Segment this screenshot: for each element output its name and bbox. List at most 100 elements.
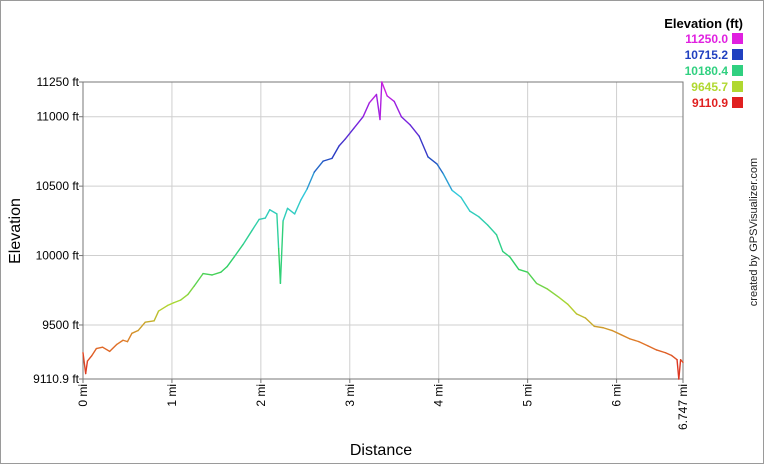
line-segment bbox=[322, 157, 333, 162]
x-tick-label: 6 mi bbox=[610, 384, 624, 407]
legend-value: 10715.2 bbox=[685, 48, 729, 62]
elevation-line bbox=[82, 81, 684, 380]
line-segment bbox=[379, 81, 383, 121]
x-tick-label: 5 mi bbox=[521, 384, 535, 407]
line-segment bbox=[116, 339, 124, 346]
legend: Elevation (ft) 11250.0 10715.2 10180.4 9645… bbox=[664, 16, 743, 110]
line-segment bbox=[362, 102, 371, 118]
line-segment bbox=[202, 272, 213, 276]
line-segment bbox=[469, 210, 480, 218]
credit-text: created by GPSVisualizer.com bbox=[748, 158, 760, 306]
line-segment bbox=[187, 285, 195, 296]
line-segment bbox=[409, 124, 420, 137]
y-axis-ticks: 9110.9 ft 9500 ft 10000 ft 10500 ft 11000 ft… bbox=[33, 75, 83, 386]
legend-swatch bbox=[732, 81, 743, 92]
line-segment bbox=[338, 138, 347, 147]
legend-swatch bbox=[732, 65, 743, 76]
line-segment bbox=[269, 209, 278, 215]
y-tick-label: 9110.9 ft bbox=[33, 372, 79, 386]
line-segment bbox=[220, 265, 228, 273]
line-segment bbox=[566, 303, 578, 315]
line-segment bbox=[122, 339, 129, 343]
line-segment bbox=[546, 288, 560, 298]
line-segment bbox=[313, 160, 324, 173]
line-segment bbox=[495, 234, 504, 253]
legend-swatch bbox=[732, 49, 743, 60]
legend-value: 11250.0 bbox=[685, 32, 728, 46]
legend-entries: 11250.0 10715.2 10180.4 9645.7 9110.9 bbox=[685, 32, 743, 110]
line-segment bbox=[502, 250, 511, 258]
line-segment bbox=[180, 293, 189, 301]
line-segment bbox=[84, 360, 89, 375]
line-segment bbox=[381, 81, 388, 97]
line-segment bbox=[137, 321, 146, 332]
line-segment bbox=[400, 116, 411, 126]
x-tick-label: 3 mi bbox=[343, 384, 357, 407]
line-segment bbox=[286, 207, 296, 215]
legend-value: 9645.7 bbox=[691, 80, 728, 94]
line-segment bbox=[558, 296, 569, 305]
line-segment bbox=[131, 329, 139, 335]
y-tick-label: 11000 ft bbox=[37, 110, 80, 124]
line-segment bbox=[375, 93, 381, 121]
line-segment bbox=[101, 346, 111, 353]
line-segment bbox=[193, 272, 204, 287]
line-segment bbox=[478, 215, 489, 226]
line-segment bbox=[679, 358, 684, 364]
x-axis-ticks: 0 mi 1 mi 2 mi 3 mi 4 mi 5 mi 6 mi 6.747 mi bbox=[76, 379, 690, 430]
line-segment bbox=[282, 207, 289, 222]
line-segment bbox=[144, 320, 155, 323]
line-segment bbox=[157, 304, 169, 312]
y-tick-label: 10000 ft bbox=[36, 249, 80, 263]
line-segment bbox=[279, 220, 284, 285]
line-segment bbox=[126, 332, 133, 343]
line-segment bbox=[242, 229, 253, 246]
grid-layer bbox=[82, 81, 684, 380]
line-segment bbox=[386, 95, 395, 103]
line-segment bbox=[368, 93, 378, 104]
line-segment bbox=[153, 310, 160, 322]
line-segment bbox=[251, 218, 260, 232]
line-segment bbox=[331, 145, 340, 160]
line-segment bbox=[353, 116, 364, 129]
line-segment bbox=[258, 217, 267, 221]
line-segment bbox=[451, 189, 462, 198]
line-segment bbox=[233, 243, 244, 258]
plot-frame bbox=[82, 81, 684, 380]
x-tick-label: 1 mi bbox=[165, 384, 179, 407]
line-segment bbox=[306, 171, 315, 190]
line-segment bbox=[226, 256, 235, 268]
x-tick-label: 2 mi bbox=[254, 384, 268, 407]
x-tick-label: 0 mi bbox=[76, 384, 90, 407]
line-segment bbox=[671, 354, 678, 361]
line-segment bbox=[620, 333, 631, 340]
line-segment bbox=[509, 256, 520, 271]
x-axis-label: Distance bbox=[350, 442, 412, 459]
line-segment bbox=[535, 282, 548, 290]
y-tick-label: 11250 ft bbox=[37, 75, 80, 89]
line-segment bbox=[427, 156, 438, 165]
line-segment bbox=[518, 268, 529, 273]
legend-swatch bbox=[732, 97, 743, 108]
line-segment bbox=[602, 327, 613, 332]
line-segment bbox=[584, 317, 596, 328]
line-segment bbox=[460, 196, 471, 212]
line-segment bbox=[393, 100, 403, 118]
line-segment bbox=[629, 338, 640, 343]
x-tick-label: 6.747 mi bbox=[676, 384, 690, 430]
line-segment bbox=[593, 325, 604, 329]
line-segment bbox=[276, 213, 280, 250]
line-segment bbox=[264, 209, 271, 219]
line-segment bbox=[108, 343, 118, 353]
line-segment bbox=[486, 224, 498, 236]
y-tick-label: 10500 ft bbox=[36, 179, 80, 193]
legend-title: Elevation (ft) bbox=[664, 16, 743, 31]
line-segment bbox=[526, 271, 538, 285]
y-axis-label: Elevation bbox=[7, 198, 24, 264]
line-segment bbox=[86, 354, 93, 362]
line-segment bbox=[82, 352, 87, 375]
line-segment bbox=[442, 172, 453, 191]
line-segment bbox=[91, 347, 98, 357]
